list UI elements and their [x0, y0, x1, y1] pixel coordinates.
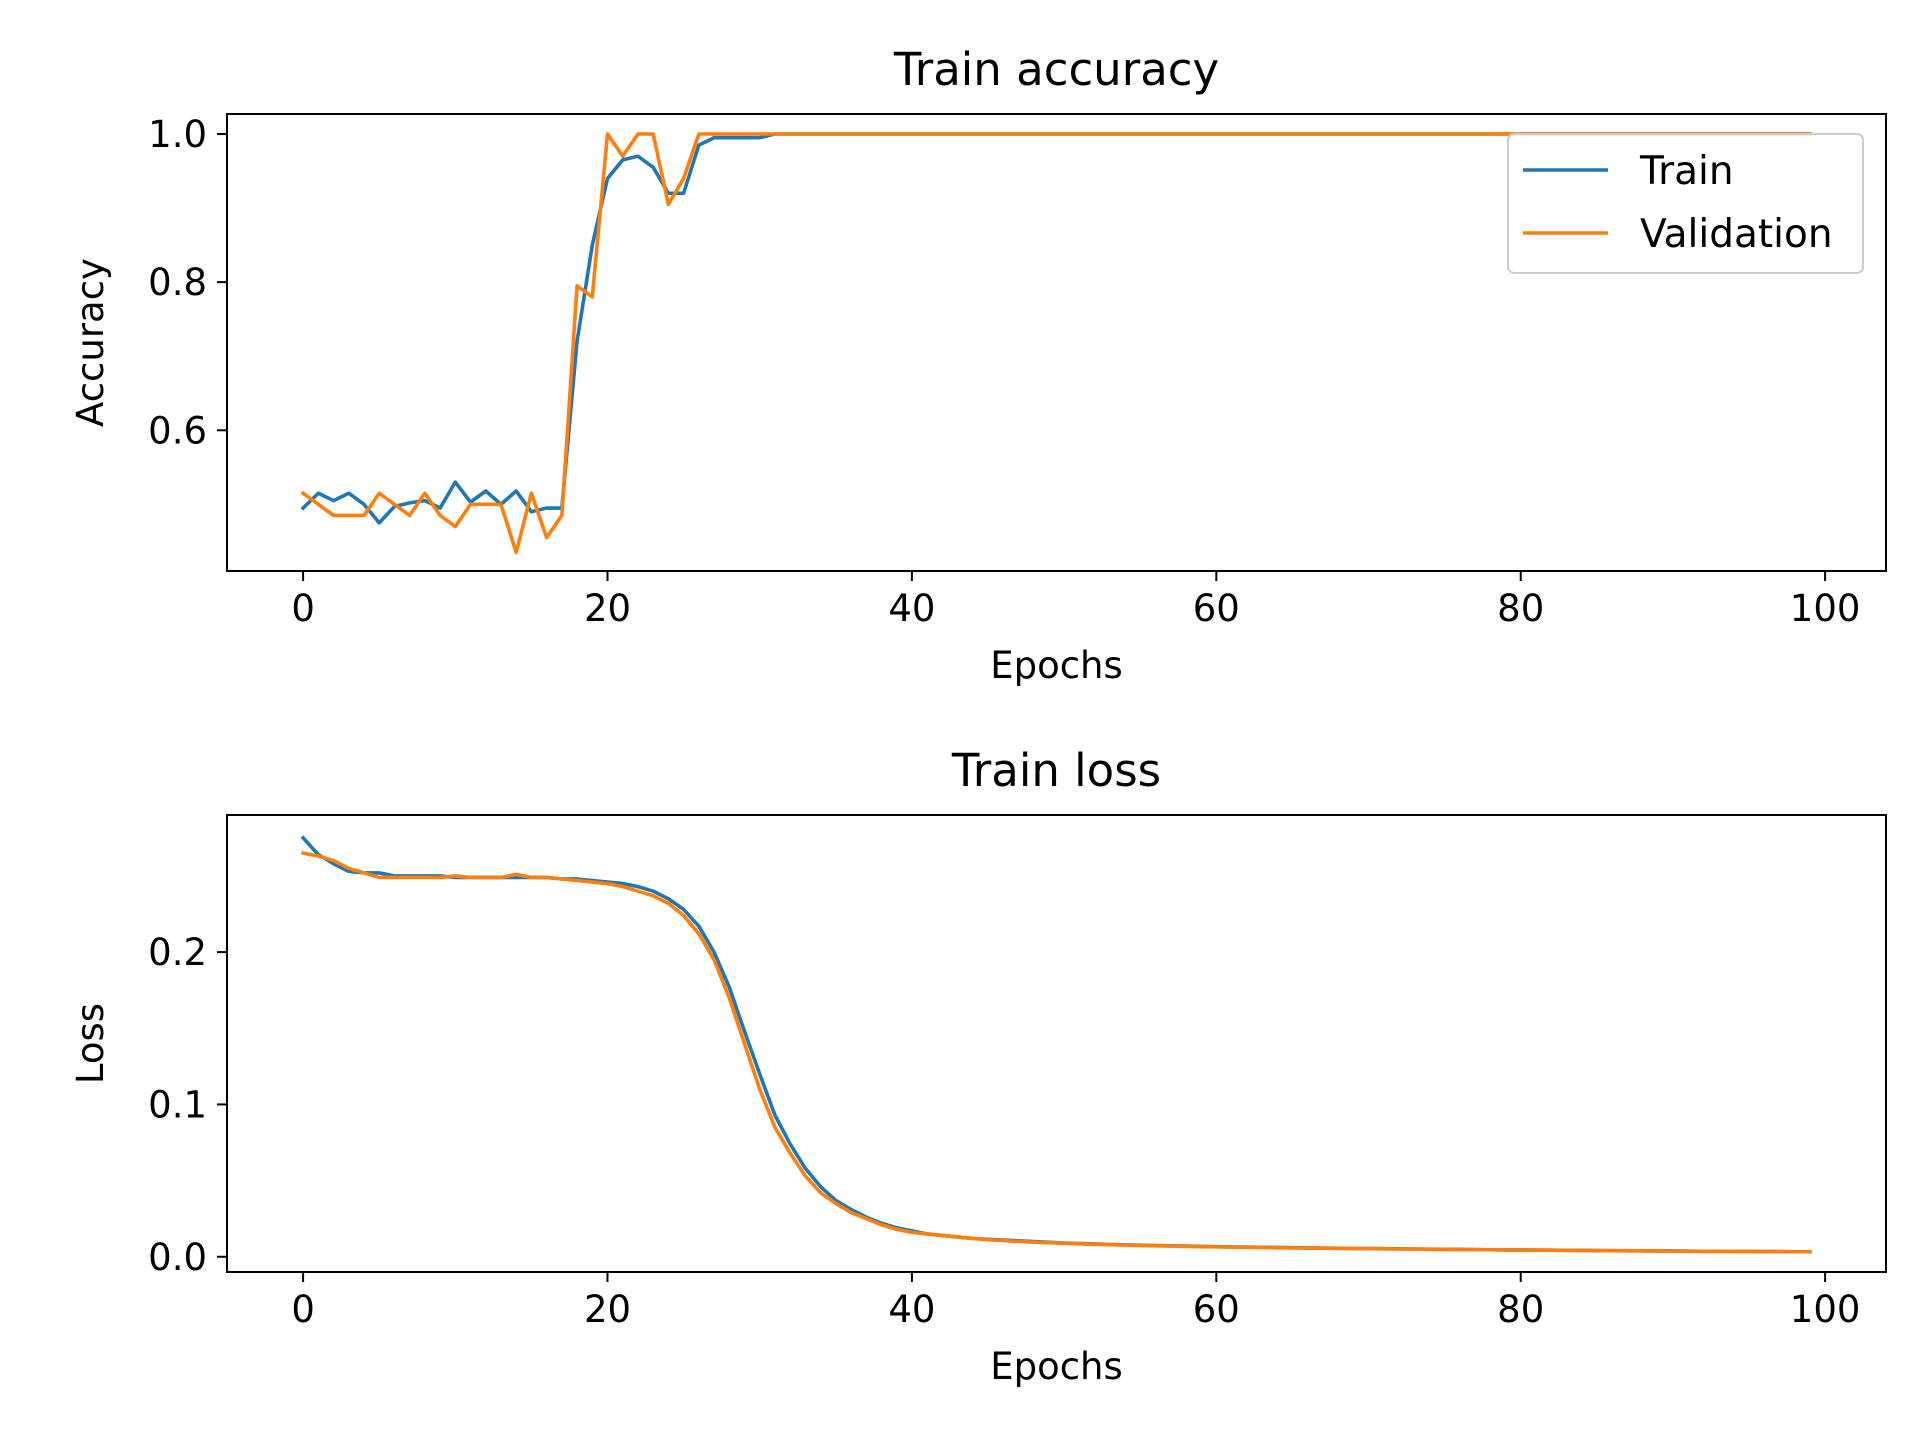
series-line-validation	[300, 850, 1812, 1254]
x-tick-label: 40	[888, 587, 935, 630]
x-axis-label: Epochs	[990, 1345, 1123, 1388]
legend: Train Validation	[1507, 133, 1864, 274]
x-tick-label: 0	[291, 587, 315, 630]
y-axis-label: Loss	[69, 1003, 112, 1084]
x-tick-label: 40	[888, 1288, 935, 1331]
legend-label-validation: Validation	[1640, 212, 1833, 257]
subplot-1: 0 20 40 60 80 100 0.6 0.8 1.0 Train accuracy Epoch…	[69, 43, 1887, 687]
y-tick-label: 0.8	[148, 261, 207, 304]
chart-title: Train loss	[951, 744, 1161, 797]
chart-title: Train accuracy	[893, 43, 1219, 96]
y-tick-label: 0.0	[148, 1236, 207, 1279]
y-tick-label: 0.2	[148, 931, 207, 974]
x-tick-label: 20	[584, 587, 631, 630]
axes-frame	[226, 113, 1887, 572]
y-axis-label: Accuracy	[69, 258, 112, 427]
x-axis-label: Epochs	[990, 644, 1123, 687]
y-tick-label: 0.1	[148, 1083, 207, 1126]
x-tick-label: 0	[291, 1288, 315, 1331]
x-tick-label: 60	[1193, 587, 1240, 630]
x-tick-label: 20	[584, 1288, 631, 1331]
x-tick-label: 100	[1790, 1288, 1861, 1331]
legend-label-train: Train	[1639, 149, 1734, 194]
y-tick-label: 1.0	[148, 113, 207, 156]
x-tick-label: 60	[1193, 1288, 1240, 1331]
y-tick-label: 0.6	[148, 409, 207, 452]
x-tick-label: 80	[1497, 1288, 1544, 1331]
x-tick-label: 80	[1497, 587, 1544, 630]
subplot-2: 0 20 40 60 80 100 0.0 0.1 0.2 Train loss Epochs Los…	[69, 744, 1887, 1388]
x-tick-label: 100	[1790, 587, 1861, 630]
axes-frame	[226, 814, 1887, 1273]
